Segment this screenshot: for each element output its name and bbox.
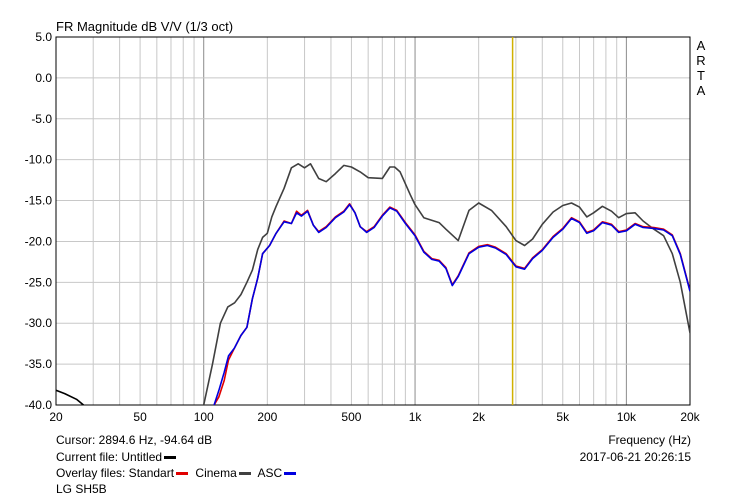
y-tick-label: -35.0 bbox=[25, 357, 53, 371]
device-label: LG SH5B bbox=[56, 482, 107, 496]
overlay-cinema-label: Cinema bbox=[195, 466, 237, 480]
current-file-swatch bbox=[164, 456, 177, 460]
y-tick-label: 5.0 bbox=[35, 30, 52, 44]
y-tick-label: -20.0 bbox=[25, 234, 53, 248]
x-tick-labels: 20 50 100 200 500 1k 2k 5k 10k 20k bbox=[49, 410, 700, 424]
y-tick-label: -15.0 bbox=[25, 194, 53, 208]
series-line-cinema bbox=[202, 163, 690, 405]
x-tick-label: 1k bbox=[409, 410, 423, 424]
y-tick-label: -25.0 bbox=[25, 275, 53, 289]
x-tick-label: 10k bbox=[617, 410, 637, 424]
overlay-asc-label: ASC bbox=[257, 466, 283, 480]
y-tick-label: -10.0 bbox=[25, 153, 53, 167]
series-group bbox=[56, 163, 690, 405]
brand-letter: A bbox=[697, 38, 706, 53]
x-tick-label: 20k bbox=[680, 410, 700, 424]
chart-title: FR Magnitude dB V/V (1/3 oct) bbox=[56, 19, 233, 34]
brand-letter: T bbox=[697, 68, 705, 83]
overlay-files-row: Overlay files: Standart Cinema ASC bbox=[56, 465, 300, 481]
series-line-asc bbox=[213, 203, 690, 405]
x-tick-label: 2k bbox=[472, 410, 486, 424]
plot-frame bbox=[55, 36, 691, 406]
x-tick-label: 200 bbox=[257, 410, 277, 424]
overlay-standart-label: Overlay files: Standart bbox=[56, 466, 175, 480]
frequency-axis-label: Frequency (Hz) bbox=[608, 433, 691, 447]
x-tick-label: 50 bbox=[133, 410, 147, 424]
cinema-swatch bbox=[238, 472, 251, 476]
x-tick-label: 5k bbox=[556, 410, 570, 424]
series-line-current-file bbox=[56, 389, 85, 405]
y-tick-label: -30.0 bbox=[25, 316, 53, 330]
x-tick-label: 500 bbox=[341, 410, 361, 424]
y-tick-label: -40.0 bbox=[25, 398, 53, 412]
y-tick-labels: 5.0 0.0 -5.0 -10.0 -15.0 -20.0 -25.0 -30.0 -35.0… bbox=[25, 30, 53, 412]
x-tick-label: 20 bbox=[49, 410, 63, 424]
brand-letter: R bbox=[696, 53, 705, 68]
current-file-row: Current file: Untitled bbox=[56, 449, 180, 465]
current-file-label: Current file: Untitled bbox=[56, 450, 163, 464]
cursor-readout: Cursor: 2894.6 Hz, -94.64 dB bbox=[56, 433, 213, 447]
brand-letter: A bbox=[697, 83, 706, 98]
timestamp: 2017-06-21 20:26:15 bbox=[579, 450, 691, 464]
x-tick-label: 100 bbox=[194, 410, 214, 424]
plot-grid bbox=[56, 37, 690, 405]
standart-swatch bbox=[176, 472, 189, 476]
y-tick-label: 0.0 bbox=[35, 71, 52, 85]
asc-swatch bbox=[284, 472, 297, 476]
y-tick-label: -5.0 bbox=[31, 112, 52, 126]
frequency-response-chart: 5.0 0.0 -5.0 -10.0 -15.0 -20.0 -25.0 -30.0 -35.0… bbox=[25, 19, 706, 424]
